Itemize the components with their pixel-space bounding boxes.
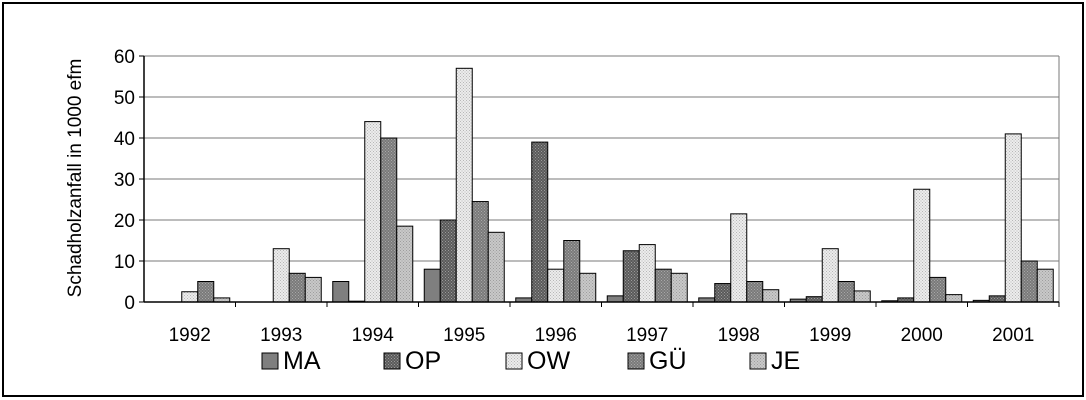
- y-tick-label: 30: [114, 170, 135, 191]
- bar-GÜ-1994: [380, 137, 398, 303]
- y-tick-label: 0: [124, 293, 135, 314]
- legend-swatch-OW: [505, 352, 523, 370]
- bar-GÜ-2000: [929, 276, 947, 303]
- y-tick-label: 20: [114, 211, 135, 232]
- bar-OW-1995: [455, 67, 473, 303]
- bar-MA-1994: [332, 281, 350, 303]
- x-tick-label: 2001: [992, 325, 1034, 346]
- legend-label-OP: OP: [405, 347, 441, 375]
- x-tick-label: 1997: [626, 325, 668, 346]
- y-axis-title: Schadholzanfall in 1000 efm: [65, 59, 86, 298]
- bar-OW-1994: [364, 121, 382, 303]
- legend-label-MA: MA: [283, 347, 321, 375]
- bar-GÜ-1997: [654, 268, 672, 303]
- gridlines: [144, 55, 1060, 302]
- bar-OP-1996: [531, 141, 549, 303]
- bar-OP-1998: [714, 283, 732, 303]
- axes: [139, 55, 1060, 307]
- y-tick-label: 10: [114, 252, 135, 273]
- bar-GÜ-2001: [1020, 260, 1038, 303]
- legend-swatch-GÜ: [627, 352, 645, 370]
- bar-JE-1997: [670, 272, 688, 303]
- x-tick-labels: 1992 1993 1994 1995 1996 1997 1998 1999 2000 2001: [169, 325, 1035, 346]
- bar-JE-1998: [762, 289, 780, 303]
- bar-JE-2000: [945, 294, 963, 303]
- bar-OW-1997: [638, 244, 656, 303]
- bar-GÜ-1993: [288, 272, 306, 303]
- bar-GÜ-1996: [563, 240, 581, 303]
- y-tick-label: 40: [114, 129, 135, 150]
- bar-OW-2001: [1004, 133, 1022, 303]
- legend-swatch-MA: [261, 352, 279, 370]
- bar-JE-1993: [304, 276, 322, 303]
- x-tick-label: 1999: [809, 325, 851, 346]
- legend: MA OP OW GÜ JE: [261, 347, 800, 375]
- bar-JE-1999: [853, 290, 871, 303]
- legend-label-JE: JE: [771, 347, 800, 375]
- x-tick-label: 1992: [169, 325, 211, 346]
- bar-OW-1998: [730, 213, 748, 303]
- bar-JE-1995: [487, 231, 505, 303]
- legend-label-GÜ: GÜ: [649, 347, 687, 375]
- x-tick-label: 2000: [901, 325, 943, 346]
- bar-GÜ-1992: [197, 281, 215, 303]
- y-tick-labels: 0 10 20 30 40 50 60: [114, 47, 135, 314]
- bar-MA-1997: [606, 295, 624, 303]
- legend-swatch-JE: [749, 352, 767, 370]
- x-tick-label: 1996: [535, 325, 577, 346]
- bar-JE-2001: [1036, 268, 1054, 303]
- bar-OW-2000: [913, 188, 931, 303]
- bar-OW-1996: [547, 268, 565, 303]
- x-tick-label: 1994: [352, 325, 395, 346]
- legend-swatch-OP: [383, 352, 401, 370]
- bar-MA-1995: [423, 268, 441, 303]
- x-tick-label: 1998: [718, 325, 760, 346]
- bar-OW-1993: [272, 248, 290, 303]
- bar-OP-1999: [805, 296, 823, 303]
- bar-OP-2001: [988, 295, 1006, 303]
- bar-GÜ-1995: [471, 201, 489, 303]
- bars: [181, 67, 1054, 303]
- bar-JE-1994: [396, 225, 414, 303]
- bar-GÜ-1999: [837, 281, 855, 303]
- bar-JE-1996: [579, 272, 597, 303]
- bar-OW-1992: [181, 291, 199, 303]
- bar-GÜ-1998: [746, 281, 764, 303]
- bar-OP-1997: [622, 250, 640, 303]
- bar-OP-1995: [439, 219, 457, 303]
- bar-OW-1999: [821, 248, 839, 303]
- x-tick-label: 1993: [260, 325, 302, 346]
- y-tick-label: 50: [114, 88, 135, 109]
- legend-label-OW: OW: [527, 347, 570, 375]
- y-tick-label: 60: [114, 47, 135, 68]
- x-tick-label: 1995: [443, 325, 485, 346]
